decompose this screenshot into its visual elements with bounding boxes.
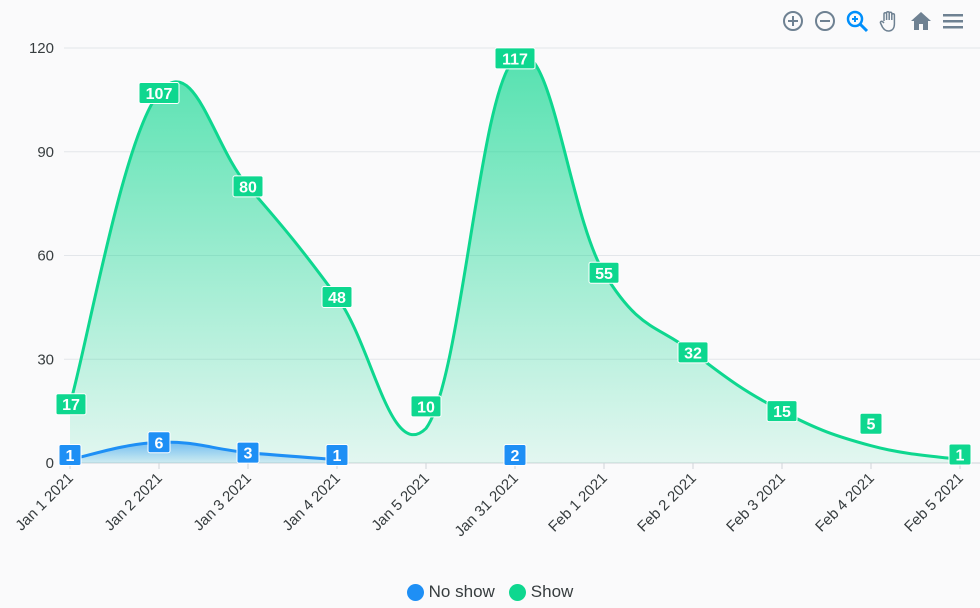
data-label-box [236,441,260,464]
y-tick-label: 90 [37,144,54,161]
data-label: 80 [232,175,264,198]
x-tick-label: Feb 5 2021 [901,470,967,536]
data-label-text: 117 [502,51,528,68]
zoom-in-icon[interactable] [780,8,806,34]
x-tick-label: Jan 2 2021 [101,470,166,535]
data-label-text: 3 [244,446,253,463]
data-label: 107 [138,81,180,104]
data-label-text: 48 [328,290,346,307]
data-label-text: 17 [62,397,80,414]
data-label-text: 80 [239,179,257,196]
data-label: 10 [410,395,442,418]
series-area-no-show [70,442,337,463]
data-label-box [138,81,180,104]
data-label-text: 10 [417,399,435,416]
data-label: 6 [147,431,171,454]
data-label: 2 [503,444,527,466]
data-label: 5 [859,412,883,435]
legend-label: Show [530,582,574,601]
x-tick-label: Jan 31 2021 [451,470,521,540]
data-label: 55 [588,261,620,284]
data-label-box [232,175,264,198]
series-line-show [68,53,961,462]
data-label-text: 15 [773,404,791,421]
x-tick-label: Jan 5 2021 [368,470,433,535]
data-label-box [677,341,709,364]
y-tick-label: 0 [46,455,54,472]
x-tick-label: Jan 4 2021 [279,470,344,535]
data-label-box [859,412,883,435]
zoom-out-icon[interactable] [812,8,838,34]
data-label: 32 [677,341,709,364]
data-label-text: 5 [867,417,876,434]
x-tick-label: Feb 2 2021 [634,470,700,536]
series-line-no-show [69,440,338,462]
data-label-text: 6 [155,435,164,452]
series-areas [68,53,961,463]
legend-item-no-show[interactable]: No show [406,582,495,602]
legend-marker [508,583,526,601]
x-tick-label: Jan 3 2021 [190,470,255,535]
data-label: 3 [236,441,260,464]
data-label: 1 [325,444,349,466]
data-label-text: 32 [684,345,702,362]
data-label-box [494,47,536,70]
menu-icon[interactable] [940,8,966,34]
data-label-box [588,261,620,284]
y-tick-label: 30 [37,351,54,368]
data-label-text: 1 [66,448,75,465]
data-label: 48 [321,286,353,308]
data-label-box [503,444,527,466]
data-label: 17 [55,393,87,416]
x-axis: Jan 1 2021 Jan 2 2021 Jan 3 2021 Jan 4 2021… [12,463,967,540]
data-label-text: 55 [595,266,613,283]
y-tick-label: 120 [29,40,54,57]
selection-zoom-icon[interactable] [844,8,870,34]
data-label: 1 [948,443,972,466]
data-label-box [766,400,798,423]
data-label-text: 107 [146,86,173,103]
x-tick-label: Feb 4 2021 [812,470,878,536]
data-label-text: 1 [956,448,965,465]
y-tick-label: 60 [37,248,54,265]
series-area-show [70,54,960,463]
data-label-text: 1 [333,448,342,465]
legend-label: No show [428,582,495,601]
data-label-box [55,393,87,416]
data-label-text: 2 [511,448,520,465]
pan-icon[interactable] [876,8,902,34]
data-label-box [410,395,442,418]
legend-item-show[interactable]: Show [508,582,574,602]
home-icon[interactable] [908,8,934,34]
y-axis: 0 30 60 90 120 [29,40,54,472]
data-label-box [321,286,353,308]
data-label: 1 [58,444,82,466]
chart-legend: No show Show [0,582,980,602]
data-label-box [58,444,82,466]
legend-marker [406,583,424,601]
data-labels: 17 107 80 48 10 117 55 32 15 5 1 1 6 3 1 2 [55,47,972,466]
chart-toolbar [780,8,966,34]
data-label-box [147,431,171,454]
x-tick-label: Feb 1 2021 [545,470,611,536]
data-label: 117 [494,47,536,70]
data-label-box [325,444,349,466]
data-label: 15 [766,400,798,423]
x-tick-label: Feb 3 2021 [723,470,789,536]
x-tick-label: Jan 1 2021 [12,470,77,535]
data-label-box [948,443,972,466]
